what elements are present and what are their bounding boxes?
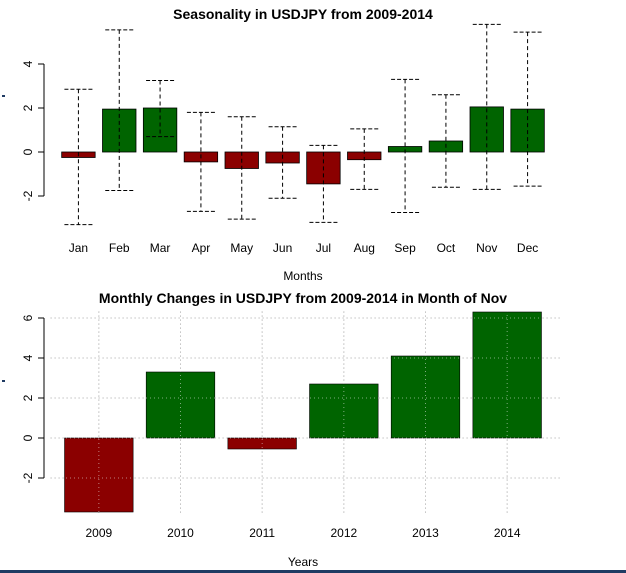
seasonality-whiskers: [64, 23, 542, 226]
monthly-changes-bars: [64, 311, 542, 513]
x-tick-label-jan: Jan: [69, 241, 88, 255]
monthly-changes-x-tick-labels: 2009 2010 2011 2012 2013 2014: [85, 526, 520, 540]
bar-mar: [142, 107, 178, 153]
y-tick-label: 2: [21, 104, 35, 111]
seasonality-bars: [61, 106, 545, 185]
seasonality-x-tick-labels: Jan Feb Mar Apr May Jun Jul Aug Sep Oct Nov Dec: [69, 241, 539, 255]
seasonality-chart-title: Seasonality in USDJPY from 2009-2014: [173, 6, 433, 22]
bar-2010: [145, 371, 216, 439]
x-tick-label-jun: Jun: [273, 241, 292, 255]
monthly-changes-x-axis-label: Years: [288, 555, 318, 569]
monthly-changes-chart-title: Monthly Changes in USDJPY from 2009-2014…: [99, 290, 507, 306]
y-tick-label: 4: [21, 354, 35, 361]
x-tick-label-dec: Dec: [517, 241, 538, 255]
y-tick-label: 4: [21, 60, 35, 67]
x-tick-label-2011: 2011: [249, 526, 275, 540]
monthly-changes-grid-overlay: [50, 311, 560, 514]
x-tick-label-feb: Feb: [109, 241, 130, 255]
y-tick-label: 6: [21, 314, 35, 321]
x-tick-label-oct: Oct: [437, 241, 456, 255]
x-tick-label-aug: Aug: [354, 241, 375, 255]
monthly-changes-chart: Monthly Changes in USDJPY from 2009-2014…: [21, 290, 560, 569]
y-tick-label: 0: [21, 148, 35, 155]
x-tick-label-jul: Jul: [316, 241, 331, 255]
seasonality-y-axis: -2 0 2 4: [21, 60, 45, 201]
bar-2013: [390, 355, 461, 439]
edge-marker: [2, 380, 5, 382]
x-tick-label-2014: 2014: [494, 526, 521, 540]
y-tick-label: 2: [21, 394, 35, 401]
monthly-changes-y-axis: -2 0 2 4 6: [21, 314, 45, 483]
x-tick-label-nov: Nov: [476, 241, 497, 255]
x-tick-label-2010: 2010: [167, 526, 194, 540]
y-tick-label: -2: [21, 472, 35, 483]
seasonality-chart: Seasonality in USDJPY from 2009-2014 -2 0…: [21, 6, 545, 283]
seasonality-x-axis-label: Months: [283, 269, 322, 283]
y-tick-label: -2: [21, 190, 35, 201]
edge-marker: [2, 95, 5, 97]
y-tick-label: 0: [21, 434, 35, 441]
x-tick-label-2013: 2013: [412, 526, 439, 540]
window-bottom-border: [0, 570, 626, 573]
x-tick-label-mar: Mar: [150, 241, 171, 255]
x-tick-label-2012: 2012: [330, 526, 357, 540]
x-tick-label-sep: Sep: [394, 241, 416, 255]
x-tick-label-apr: Apr: [192, 241, 211, 255]
x-tick-label-2009: 2009: [85, 526, 112, 540]
x-tick-label-may: May: [230, 241, 253, 255]
